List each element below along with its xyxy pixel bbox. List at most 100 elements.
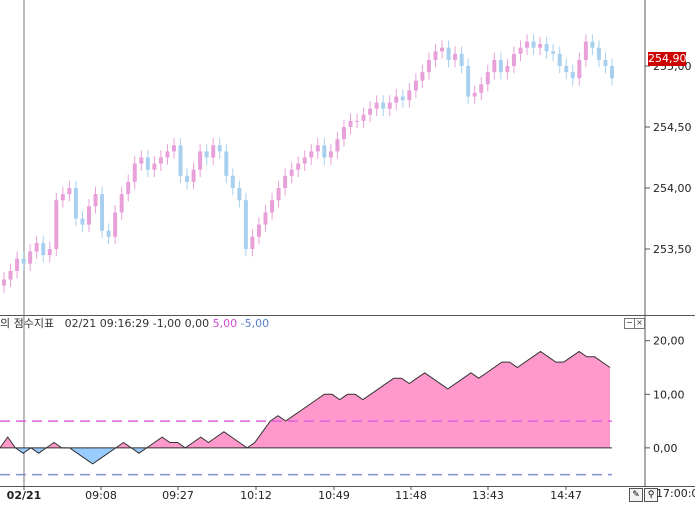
candle-body: [387, 102, 392, 109]
indicator-timestamp: 02/21 09:16:29: [64, 317, 150, 330]
candle-body: [15, 258, 20, 271]
candle-body: [191, 169, 196, 182]
pencil-icon[interactable]: ✎: [629, 488, 643, 502]
candle-body: [341, 127, 346, 140]
candle-body: [243, 200, 248, 249]
candle-body: [511, 53, 516, 66]
magnifier-icon: ⚲: [647, 490, 655, 500]
price-tick-label: 254,00: [653, 182, 692, 195]
indicator-negative-area: [0, 447, 610, 464]
candle-body: [256, 224, 261, 237]
candle-body: [106, 230, 111, 237]
candle-body: [446, 47, 451, 60]
candle-body: [426, 59, 431, 73]
candlestick-series: [2, 34, 614, 293]
candle-body: [348, 120, 353, 127]
candle-body: [204, 151, 209, 158]
candle-body: [551, 51, 556, 54]
time-tick-label: 14:47: [550, 489, 582, 502]
time-tick-label: 13:43: [472, 489, 504, 502]
candle-body: [34, 242, 39, 252]
price-tick-label: 253,50: [653, 243, 692, 256]
price-tick-label: 254,50: [653, 121, 692, 134]
candle-body: [100, 194, 105, 231]
candle-body: [492, 59, 497, 73]
time-axis-tail-label: 17:00:0: [656, 487, 695, 500]
candle-body: [381, 102, 386, 109]
candle-body: [322, 145, 327, 158]
candle-body: [270, 200, 275, 213]
indicator-lower-value: -5,00: [240, 317, 270, 330]
candle-body: [374, 102, 379, 109]
candle-body: [525, 41, 530, 48]
candle-body: [498, 59, 503, 73]
candle-body: [603, 59, 608, 66]
candle-body: [198, 151, 203, 170]
candle-body: [289, 169, 294, 176]
indicator-positive-area: [0, 351, 610, 448]
candle-body: [479, 84, 484, 93]
candle-body: [93, 194, 98, 207]
candle-body: [47, 249, 52, 256]
candle-body: [577, 59, 582, 79]
candle-body: [335, 139, 340, 152]
candle-body: [538, 44, 543, 48]
candle-body: [250, 236, 255, 249]
candle-body: [296, 163, 301, 170]
candle-body: [413, 80, 418, 91]
candle-body: [440, 47, 445, 52]
current-price-tag: 254,90: [648, 52, 687, 66]
candle-body: [113, 212, 118, 237]
candle-body: [73, 188, 78, 219]
candle-body: [544, 44, 549, 52]
zoom-icon[interactable]: ⚲: [644, 488, 658, 502]
close-pane-button[interactable]: ×: [634, 318, 645, 329]
time-tick-label: 10:12: [240, 489, 272, 502]
candle-body: [328, 151, 333, 158]
candle-body: [564, 66, 569, 73]
candle-body: [283, 175, 288, 188]
time-axis: 02/21 09:08 09:27 10:12 10:49 11:48 13:43 14:47: [7, 486, 582, 502]
candle-body: [485, 72, 490, 85]
indicator-upper-value: 5,00: [212, 317, 238, 330]
candle-body: [355, 120, 360, 122]
candle-body: [54, 200, 59, 249]
candle-body: [60, 194, 65, 201]
candle-body: [86, 206, 91, 225]
candle-body: [80, 218, 85, 225]
candle-body: [67, 188, 72, 195]
candle-body: [145, 157, 150, 170]
candle-body: [453, 53, 458, 60]
indicator-values: -1,00 0,00: [152, 317, 210, 330]
candle-body: [518, 47, 523, 54]
candle-body: [368, 108, 373, 115]
indicator-axis: 20,00 10,00 0,00: [645, 335, 685, 455]
candle-body: [41, 242, 46, 256]
candle-body: [590, 41, 595, 48]
candle-body: [211, 145, 216, 158]
candle-body: [407, 90, 412, 101]
candle-body: [8, 270, 13, 280]
candle-body: [276, 188, 281, 201]
candle-body: [596, 47, 601, 60]
candle-body: [302, 157, 307, 164]
candle-body: [583, 41, 588, 60]
candle-body: [185, 175, 190, 182]
candle-body: [158, 157, 163, 164]
candle-body: [139, 157, 144, 164]
candle-body: [394, 96, 399, 103]
candle-body: [433, 51, 438, 60]
candle-body: [466, 66, 471, 97]
indicator-tick-label: 0,00: [653, 442, 678, 455]
candle-body: [21, 258, 26, 264]
candle-body: [237, 188, 242, 201]
candle-body: [152, 163, 157, 170]
candle-body: [315, 145, 320, 152]
candle-body: [171, 145, 176, 152]
time-tick-label: 11:48: [395, 489, 427, 502]
candle-body: [459, 53, 464, 66]
candle-body: [224, 151, 229, 176]
